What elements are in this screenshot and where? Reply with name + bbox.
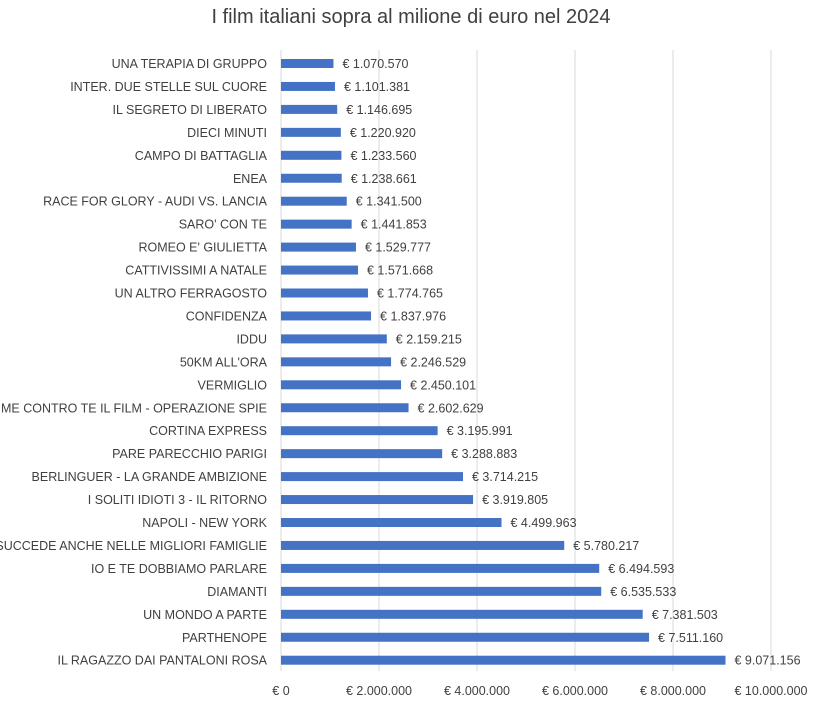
x-tick-label: € 0 — [272, 684, 289, 698]
data-label: € 1.070.570 — [342, 57, 408, 71]
bar — [281, 219, 352, 229]
data-label: € 2.246.529 — [400, 355, 466, 369]
data-label: € 3.714.215 — [472, 470, 538, 484]
x-tick-label: € 10.000.000 — [735, 684, 808, 698]
category-label: 50KM ALL'ORA — [180, 355, 268, 369]
bar — [281, 104, 338, 114]
bar — [281, 265, 359, 275]
category-label: UN ALTRO FERRAGOSTO — [115, 287, 268, 301]
data-label: € 1.441.853 — [361, 218, 427, 232]
data-label: € 1.571.668 — [367, 264, 433, 278]
category-label: IL SEGRETO DI LIBERATO — [113, 103, 268, 117]
data-label: € 7.511.160 — [658, 631, 723, 645]
data-label: € 2.602.629 — [418, 401, 484, 415]
data-label: € 1.341.500 — [356, 195, 422, 209]
category-label: I SOLITI IDIOTI 3 - IL RITORNO — [88, 493, 267, 507]
category-label: CONFIDENZA — [186, 309, 268, 323]
data-label: € 1.837.976 — [380, 309, 446, 323]
data-label: € 5.780.217 — [573, 539, 639, 553]
bar — [281, 655, 726, 665]
bar — [281, 311, 372, 321]
data-label: € 2.450.101 — [410, 378, 476, 392]
category-label: DIAMANTI — [207, 585, 267, 599]
bar — [281, 59, 334, 68]
category-label: DIECI MINUTI — [187, 126, 267, 140]
data-label: € 2.159.215 — [396, 332, 462, 346]
category-label: UN MONDO A PARTE — [143, 608, 267, 622]
category-label: NAPOLI - NEW YORK — [142, 516, 267, 530]
bar — [281, 609, 643, 619]
data-label: € 3.195.991 — [447, 424, 513, 438]
bar — [281, 563, 600, 573]
category-label: PARE PARECCHIO PARIGI — [112, 447, 267, 461]
bar — [281, 518, 502, 527]
bar — [281, 150, 342, 160]
data-label: € 1.529.777 — [365, 241, 431, 255]
chart-title: I film italiani sopra al milione di euro… — [211, 6, 611, 28]
data-label: € 4.499.963 — [510, 516, 576, 530]
bar — [281, 472, 463, 482]
category-label: CAMPO DI BATTAGLIA — [135, 149, 268, 163]
bar — [281, 586, 602, 596]
x-tick-label: € 2.000.000 — [346, 684, 412, 698]
bar — [281, 357, 392, 367]
bar — [281, 632, 650, 642]
category-label: SARO' CON TE — [179, 218, 267, 232]
bar — [281, 449, 443, 459]
bar — [281, 242, 356, 252]
category-label: IL RAGAZZO DAI PANTALONI ROSA — [57, 654, 267, 668]
category-label: CATTIVISSIMI A NATALE — [125, 264, 267, 278]
data-label: € 1.220.920 — [350, 126, 416, 140]
bar — [281, 127, 341, 137]
bar — [281, 173, 342, 183]
x-tick-label: € 8.000.000 — [640, 684, 706, 698]
bar — [281, 334, 387, 344]
bar — [281, 540, 565, 550]
bar — [281, 495, 474, 505]
data-label: € 6.535.533 — [610, 585, 676, 599]
category-label: ENEA — [233, 172, 268, 186]
category-label: RACE FOR GLORY - AUDI VS. LANCIA — [43, 195, 268, 209]
category-label: ROMEO E' GIULIETTA — [138, 241, 267, 255]
bar — [281, 426, 438, 436]
data-label: € 1.774.765 — [377, 287, 443, 301]
category-label: INTER. DUE STELLE SUL CUORE — [70, 80, 267, 94]
x-tick-label: € 4.000.000 — [444, 684, 510, 698]
category-label: ME CONTRO TE IL FILM - OPERAZIONE SPIE — [1, 401, 267, 415]
category-label: VERMIGLIO — [198, 378, 268, 392]
data-label: € 1.238.661 — [351, 172, 417, 186]
bar — [281, 81, 335, 91]
category-label: CORTINA EXPRESS — [149, 424, 267, 438]
category-label: IO E TE DOBBIAMO PARLARE — [91, 562, 267, 576]
data-label: € 1.146.695 — [346, 103, 412, 117]
data-label: € 3.919.805 — [482, 493, 548, 507]
category-label: BERLINGUER - LA GRANDE AMBIZIONE — [32, 470, 267, 484]
bar — [281, 380, 402, 390]
data-label: € 3.288.883 — [451, 447, 517, 461]
category-label: IDDU — [236, 332, 267, 346]
bar — [281, 288, 368, 298]
x-tick-label: € 6.000.000 — [542, 684, 608, 698]
data-label: € 1.101.381 — [344, 80, 410, 94]
category-label: SUCCEDE ANCHE NELLE MIGLIORI FAMIGLIE — [0, 539, 267, 553]
data-label: € 1.233.560 — [350, 149, 416, 163]
data-label: € 6.494.593 — [608, 562, 674, 576]
bar — [281, 403, 409, 413]
data-label: € 7.381.503 — [652, 608, 718, 622]
category-label: UNA TERAPIA DI GRUPPO — [112, 57, 268, 71]
category-label: PARTHENOPE — [182, 631, 267, 645]
data-label: € 9.071.156 — [734, 654, 800, 668]
bar — [281, 196, 347, 206]
